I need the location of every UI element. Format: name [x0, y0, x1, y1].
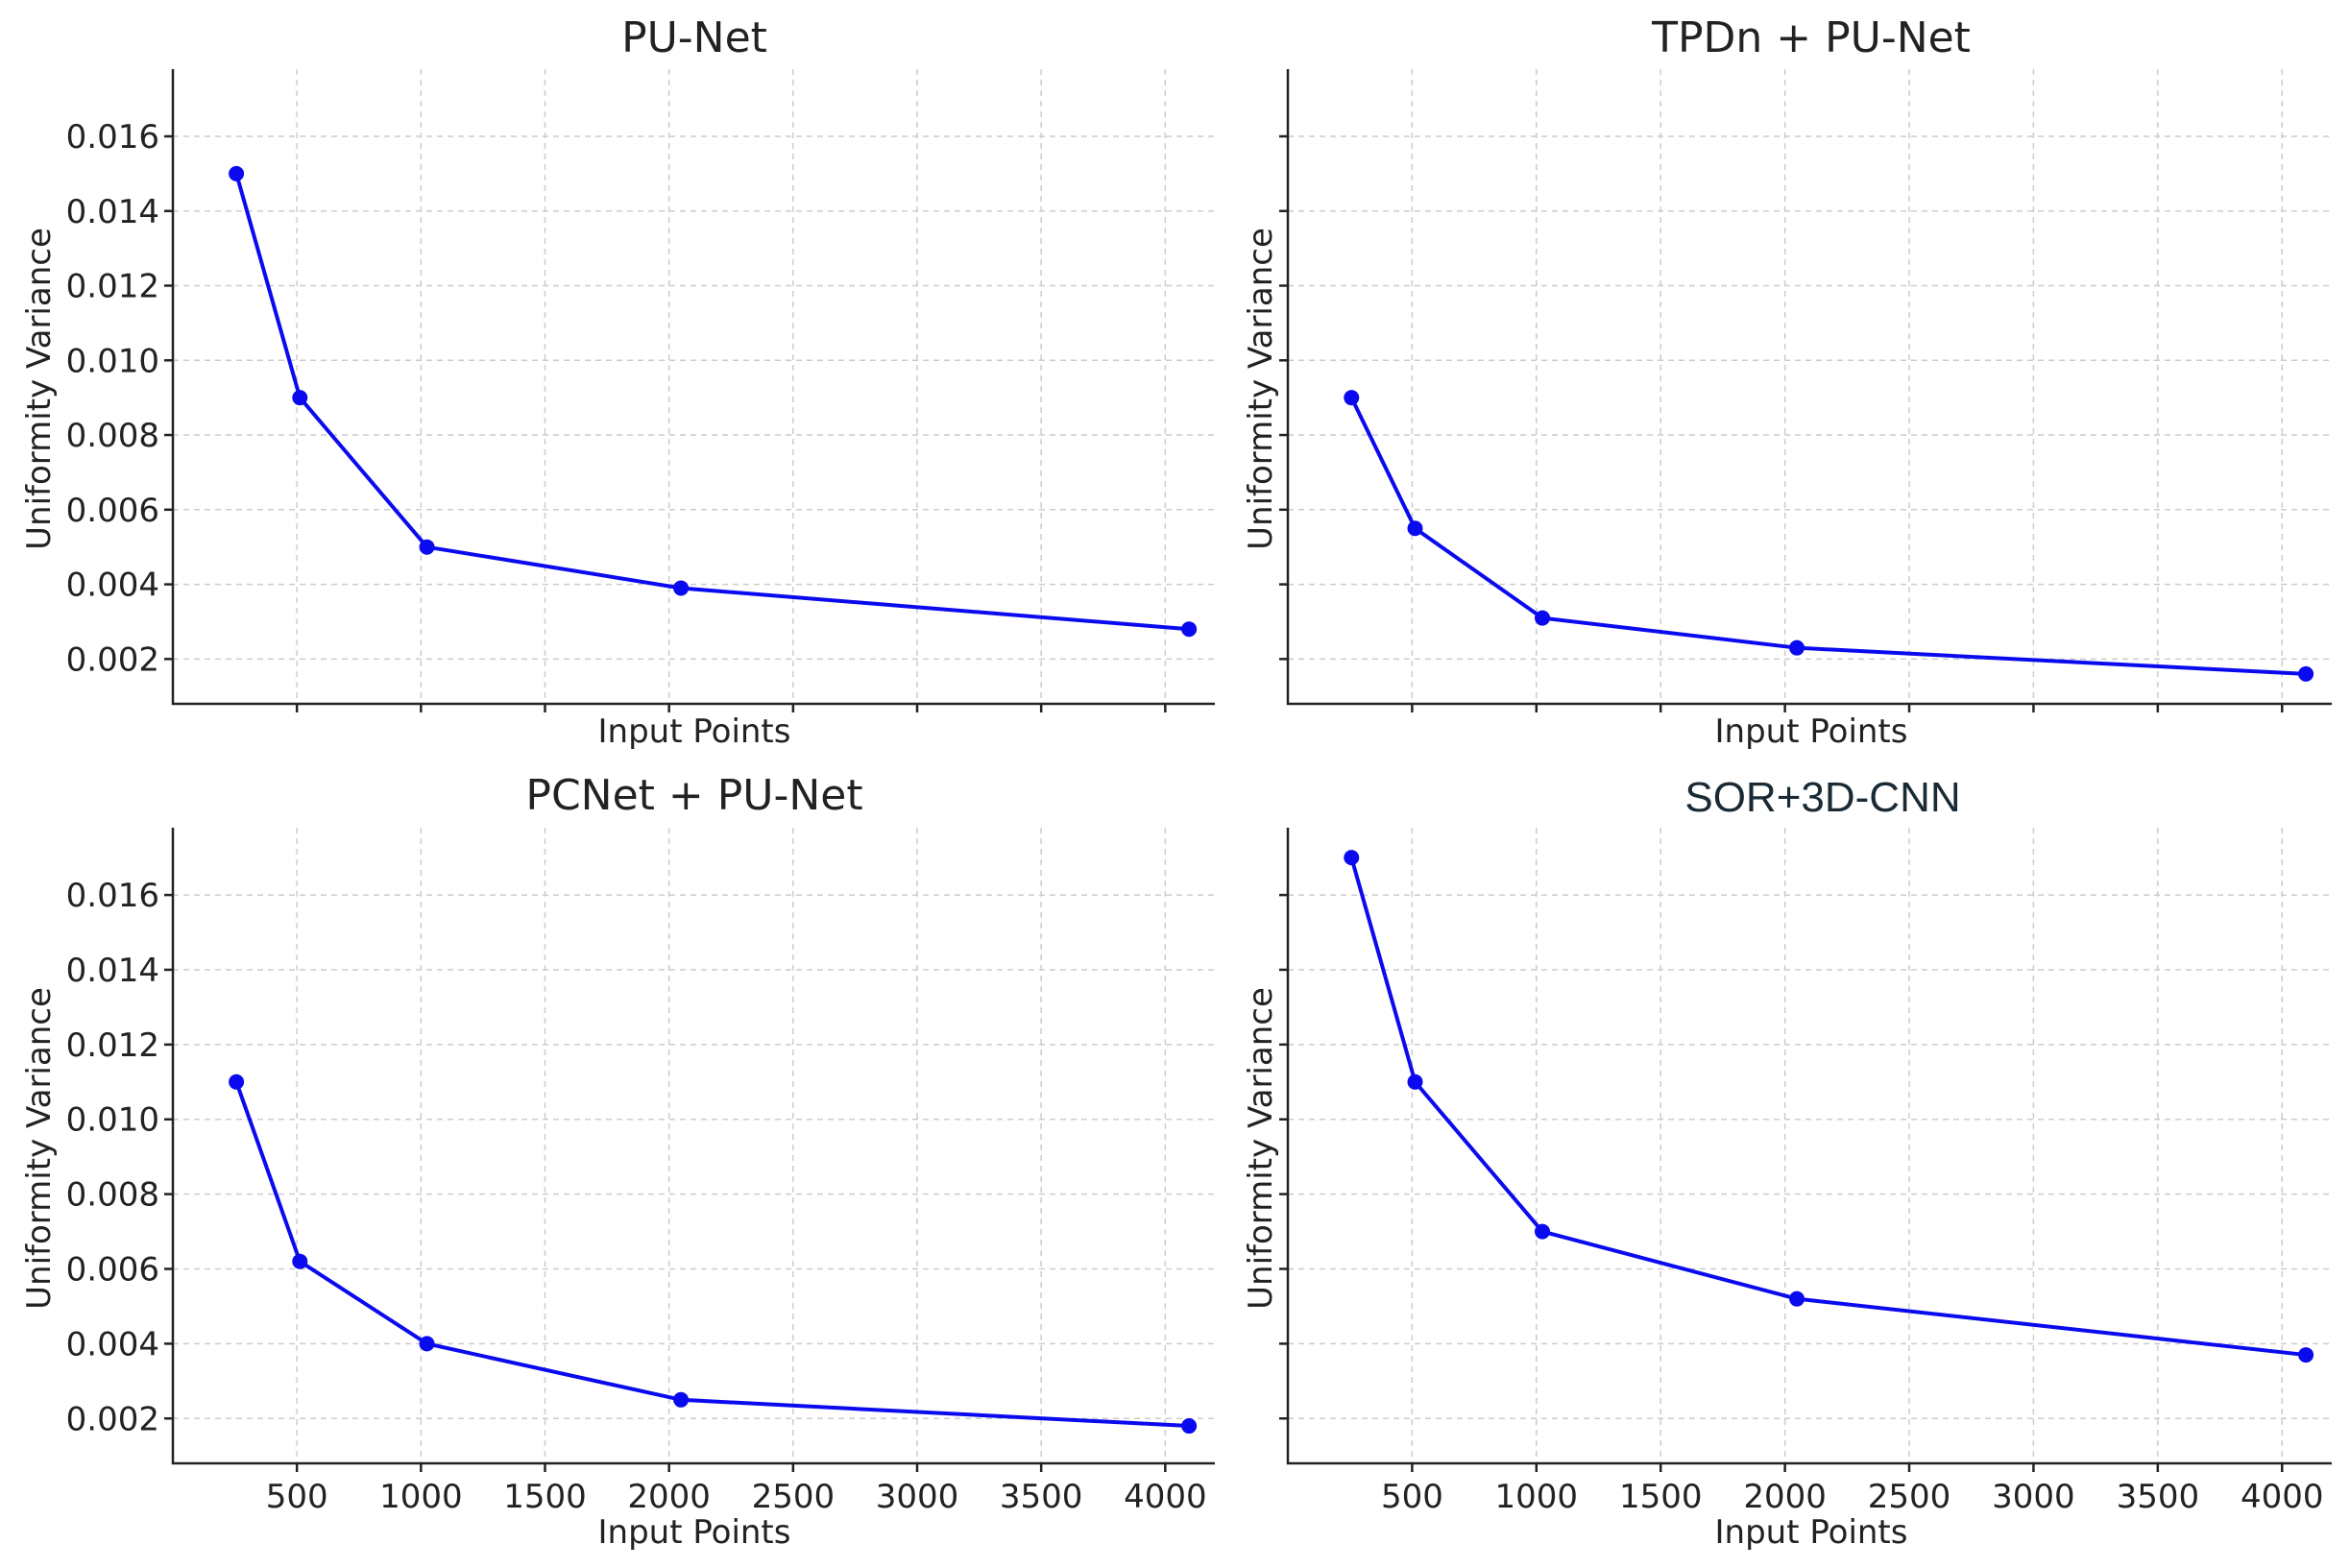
series-line	[1349, 397, 2307, 676]
axis-spines	[1286, 69, 2332, 706]
y-axis-label: Uniformity Variance	[20, 228, 59, 550]
y-axis-label: Uniformity Variance	[20, 987, 59, 1310]
y-tick-label: 0.004	[66, 567, 159, 605]
x-tick-label: 2000	[627, 1478, 711, 1516]
x-axis-label: Input Points	[598, 712, 791, 751]
axis-spines	[171, 828, 1215, 1465]
x-axis-label: Input Points	[598, 1513, 791, 1552]
data-point	[1407, 520, 1423, 537]
y-tick-label: 0.002	[66, 1400, 159, 1438]
plot-area: 0.002 0.004 0.006 0.008 0.010 0.012 0.014 0.016	[66, 69, 1215, 712]
data-point	[1344, 850, 1360, 866]
y-tick-label: 0.004	[66, 1325, 159, 1363]
x-tick-label: 3500	[2117, 1478, 2200, 1516]
y-tick-label: 0.002	[66, 640, 159, 679]
y-tick-label: 0.014	[66, 193, 159, 231]
plot-area: 500 1000 1500 2000 2500 3000 3500 4000 0.002 0.00…	[66, 828, 1215, 1516]
data-point	[1181, 1418, 1198, 1435]
x-tick-label: 2500	[752, 1478, 836, 1516]
data-point	[2298, 1347, 2314, 1363]
x-tick-label: 1500	[503, 1478, 587, 1516]
y-axis-label: Uniformity Variance	[1242, 987, 1280, 1310]
x-tick-label: 3000	[1992, 1478, 2075, 1516]
y-axis-label: Uniformity Variance	[1242, 228, 1280, 550]
y-tick-label: 0.006	[66, 1251, 159, 1290]
subplot-sor-3d-cnn: SOR+3D-CNN Input Points Uniformity Varia…	[1242, 774, 2332, 1552]
subplot-title: TPDn + PU-Net	[1651, 13, 1971, 62]
data-point	[1789, 639, 1805, 656]
data-point	[1535, 1223, 1551, 1240]
series-line	[1349, 856, 2307, 1358]
x-tick-label: 4000	[2241, 1478, 2324, 1516]
subplot-pu-net: PU-Net Input Points Uniformity Variance …	[20, 13, 1215, 751]
subplot-pcnet-pu-net: PCNet + PU-Net Input Points Uniformity V…	[20, 771, 1215, 1552]
data-point	[1344, 390, 1360, 406]
x-tick-label: 2000	[1743, 1478, 1827, 1516]
y-tick-label: 0.016	[66, 877, 159, 915]
y-tick-label: 0.016	[66, 118, 159, 157]
axis-spines	[171, 69, 1215, 706]
data-point	[292, 1253, 308, 1269]
x-tick-label: 4000	[1124, 1478, 1207, 1516]
subplot-title: PU-Net	[621, 13, 767, 62]
data-point	[1181, 621, 1198, 638]
y-tick-label: 0.012	[66, 1026, 159, 1065]
data-point	[1535, 610, 1551, 626]
data-point	[292, 390, 308, 406]
x-tick-label: 3500	[1000, 1478, 1083, 1516]
x-tick-label: 1000	[379, 1478, 463, 1516]
data-point	[673, 1391, 690, 1408]
data-point	[673, 580, 690, 596]
x-tick-label: 1000	[1495, 1478, 1579, 1516]
series-line	[234, 173, 1190, 632]
x-axis-label: Input Points	[1715, 1513, 1908, 1552]
y-tick-label: 0.010	[66, 1101, 159, 1140]
data-point	[229, 1073, 245, 1090]
y-tick-label: 0.008	[66, 1176, 159, 1215]
data-point	[229, 165, 245, 181]
data-point	[1407, 1073, 1423, 1090]
x-tick-label: 500	[266, 1478, 328, 1516]
data-point	[2298, 665, 2314, 682]
x-tick-label: 3000	[876, 1478, 959, 1516]
plot-area: 500 1000 1500 2000 2500 3000 3500 4000	[1279, 828, 2332, 1516]
y-tick-label: 0.010	[66, 342, 159, 380]
x-axis-label: Input Points	[1715, 712, 1908, 751]
x-tick-label: 2500	[1868, 1478, 1951, 1516]
subplot-tpdn-pu-net: TPDn + PU-Net Input Points Uniformity Va…	[1242, 13, 2332, 751]
y-tick-label: 0.014	[66, 952, 159, 990]
y-tick-label: 0.012	[66, 268, 159, 306]
data-point	[419, 1336, 435, 1352]
data-point	[1789, 1291, 1805, 1307]
plot-area	[1279, 69, 2332, 712]
subplot-title: PCNet + PU-Net	[525, 771, 862, 820]
axis-spines	[1286, 828, 2332, 1465]
series-line	[234, 1081, 1190, 1429]
y-tick-label: 0.008	[66, 417, 159, 455]
data-point	[419, 539, 435, 555]
subplot-title: SOR+3D-CNN	[1684, 774, 1960, 821]
x-tick-label: 1500	[1619, 1478, 1703, 1516]
x-tick-label: 500	[1381, 1478, 1443, 1516]
y-tick-label: 0.006	[66, 492, 159, 530]
